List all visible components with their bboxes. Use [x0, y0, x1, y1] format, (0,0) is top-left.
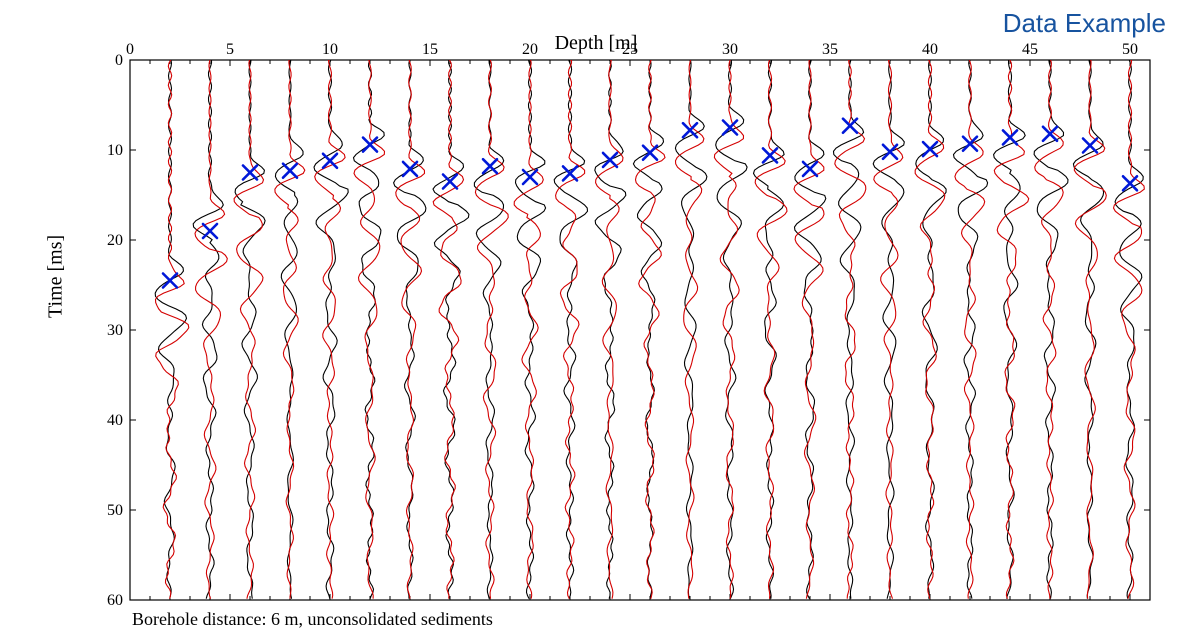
svg-text:40: 40: [922, 41, 938, 58]
svg-text:60: 60: [107, 592, 123, 609]
svg-text:40: 40: [107, 412, 123, 429]
svg-text:50: 50: [1122, 41, 1138, 58]
plot-svg: 0 5 10 15 20 25 30 35 40 45 50 0 10 20 30 40 50 60: [0, 0, 1192, 636]
svg-text:30: 30: [722, 41, 738, 58]
svg-text:15: 15: [422, 41, 438, 58]
svg-text:35: 35: [822, 41, 838, 58]
svg-text:50: 50: [107, 502, 123, 519]
seismic-wiggle-plot: Data Example Depth [m] Time [ms] Borehol…: [0, 0, 1192, 636]
svg-text:30: 30: [107, 322, 123, 339]
svg-text:25: 25: [622, 41, 638, 58]
svg-text:10: 10: [107, 142, 123, 159]
svg-text:5: 5: [226, 41, 234, 58]
svg-text:45: 45: [1022, 41, 1038, 58]
svg-text:0: 0: [126, 41, 134, 58]
svg-text:20: 20: [522, 41, 538, 58]
svg-text:0: 0: [115, 52, 123, 69]
svg-text:20: 20: [107, 232, 123, 249]
svg-text:10: 10: [322, 41, 338, 58]
